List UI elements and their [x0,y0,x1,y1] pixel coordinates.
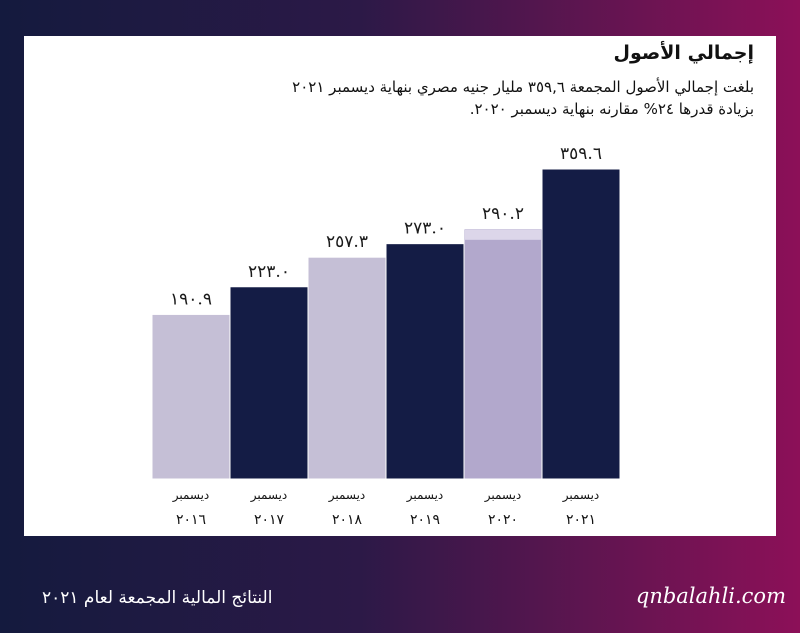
bar-٢٠١٧ [229,286,309,480]
bar-٢٠٢١ [541,168,621,480]
value-label-٢٠٢١: ٣٥٩.٦ [560,144,602,164]
category-year-٢٠٢١: ٢٠٢١ [566,512,596,528]
value-label-٢٠١٩: ٢٧٣.٠ [404,219,446,239]
value-label-٢٠١٨: ٢٥٧.٣ [326,232,368,252]
chart-subtitle: بلغت إجمالي الأصول المجمعة ٣٥٩,٦ مليار ج… [34,76,754,120]
category-month-٢٠١٩: ديسمبر [406,488,444,503]
category-year-٢٠٢٠: ٢٠٢٠ [488,512,518,528]
value-label-٢٠١٦: ١٩٠.٩ [170,289,212,309]
chart-title: إجمالي الأصول [613,42,754,64]
assets-bar-chart: ١٩٠.٩ ديسمبر ٢٠١٦ ٢٢٣.٠ ديسمبر ٢٠١٧ ٢٥٧.٣ ديسمب… [151,144,621,528]
category-year-٢٠١٦: ٢٠١٦ [176,512,206,528]
bar-٢٠١٦ [151,313,231,480]
bar-٢٠٢٠ [463,228,543,480]
category-year-٢٠١٩: ٢٠١٩ [410,512,440,528]
bar-٢٠١٩ [385,243,465,480]
category-month-٢٠٢٠: ديسمبر [484,488,522,503]
footer-report-title: النتائج المالية المجمعة لعام ٢٠٢١ [42,588,273,608]
footer-website[interactable]: qnbalahli.com [635,584,786,608]
bar-٢٠١٨ [307,256,387,480]
bar-sheen [465,229,541,240]
subtitle-line-1: بلغت إجمالي الأصول المجمعة ٣٥٩,٦ مليار ج… [292,78,754,96]
category-year-٢٠١٧: ٢٠١٧ [254,512,285,528]
value-label-٢٠٢٠: ٢٩٠.٢ [482,204,524,224]
subtitle-line-2: بزيادة قدرها ٢٤% مقارنه بنهاية ديسمبر ٢٠… [469,100,754,118]
chart-card: ١٩٠.٩ ديسمبر ٢٠١٦ ٢٢٣.٠ ديسمبر ٢٠١٧ ٢٥٧.٣ ديسمب… [24,36,776,536]
category-year-٢٠١٨: ٢٠١٨ [332,512,363,528]
category-month-٢٠١٦: ديسمبر [172,488,210,503]
value-label-٢٠١٧: ٢٢٣.٠ [248,262,290,282]
category-month-٢٠١٨: ديسمبر [328,488,366,503]
category-month-٢٠٢١: ديسمبر [562,488,600,503]
category-month-٢٠١٧: ديسمبر [250,488,288,503]
